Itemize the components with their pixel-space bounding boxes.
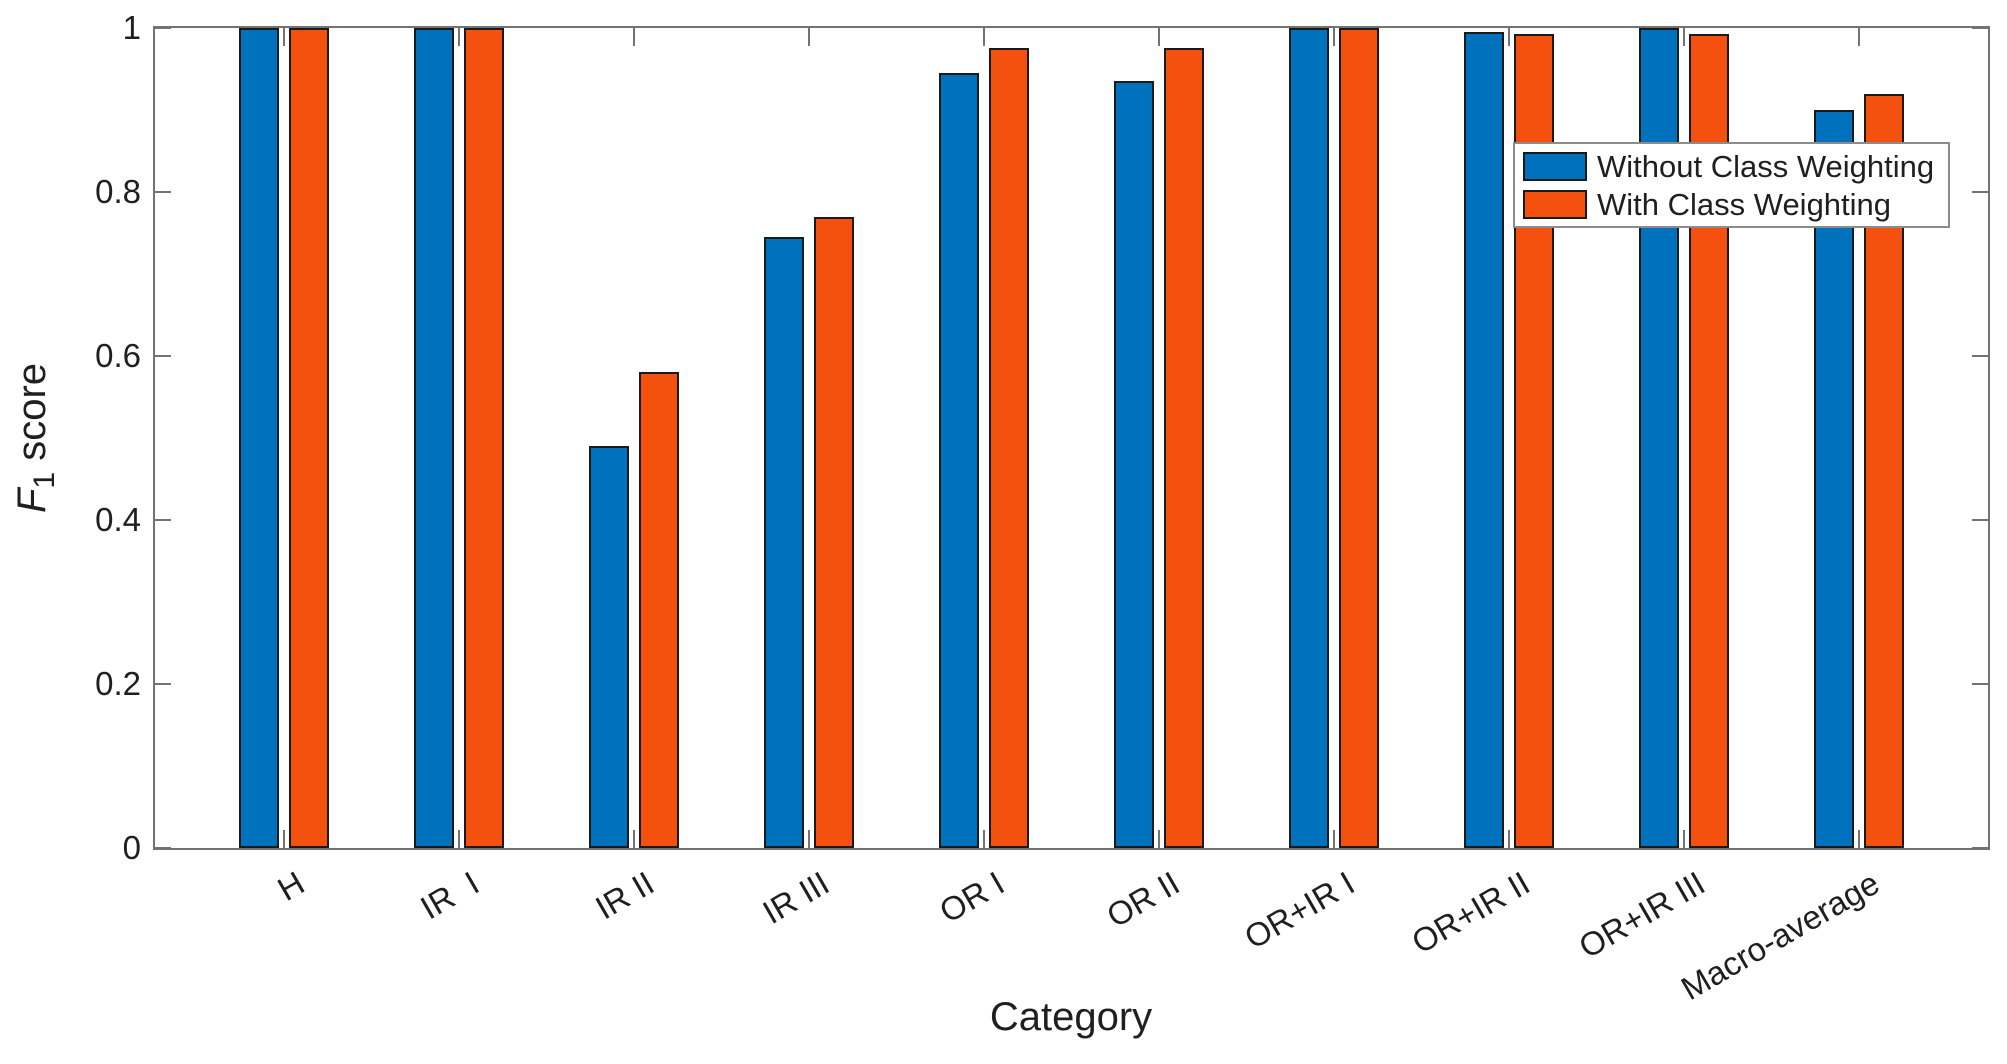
bar xyxy=(414,28,454,848)
x-tick-label: OR II xyxy=(1100,864,1186,935)
category-tick-bottom xyxy=(633,830,635,848)
y-tick-left xyxy=(155,355,171,357)
category-tick-bottom xyxy=(1683,830,1685,848)
category-tick-top xyxy=(1333,28,1335,46)
y-tick-left xyxy=(155,519,171,521)
category-tick-bottom xyxy=(458,830,460,848)
y-tick-left xyxy=(155,191,171,193)
bar xyxy=(1114,81,1154,848)
category-tick-bottom xyxy=(283,830,285,848)
legend-label: With Class Weighting xyxy=(1597,186,1892,222)
y-tick-label: 1 xyxy=(122,9,141,46)
bar xyxy=(764,237,804,848)
bar xyxy=(814,217,854,848)
legend-row: Without Class Weighting xyxy=(1523,150,1940,183)
category-tick-top xyxy=(1683,28,1685,46)
y-tick-label: 0.6 xyxy=(95,337,141,374)
category-tick-bottom xyxy=(1158,830,1160,848)
x-tick-label: OR+IR III xyxy=(1572,864,1711,966)
y-axis-label-suffix: score xyxy=(10,362,54,472)
legend: Without Class Weighting With Class Weight… xyxy=(1513,142,1950,228)
bar xyxy=(1814,110,1854,848)
x-tick-label: IR I xyxy=(414,864,486,927)
x-tick-label: Macro-average xyxy=(1674,864,1886,1008)
x-tick-label: H xyxy=(271,864,311,908)
x-tick-label: OR+IR I xyxy=(1237,864,1361,957)
legend-swatch-blue xyxy=(1523,151,1587,181)
y-tick-right xyxy=(1972,847,1988,849)
y-tick-right xyxy=(1972,355,1988,357)
bar xyxy=(1339,28,1379,848)
bar xyxy=(1164,48,1204,848)
x-tick-label: OR+IR II xyxy=(1405,864,1536,961)
x-axis-label: Category xyxy=(989,995,1153,1039)
y-axis-label: F1 score xyxy=(10,363,62,513)
bar xyxy=(239,28,279,848)
category-tick-top xyxy=(458,28,460,46)
y-tick-label: 0.8 xyxy=(95,173,141,210)
bar xyxy=(464,28,504,848)
y-tick-left xyxy=(155,683,171,685)
legend-swatch-orange xyxy=(1523,189,1587,219)
x-tick-label: IR II xyxy=(589,864,661,927)
category-tick-top xyxy=(1508,28,1510,46)
bar xyxy=(289,28,329,848)
bar xyxy=(1464,32,1504,848)
legend-label: Without Class Weighting xyxy=(1597,148,1935,184)
category-tick-top xyxy=(808,28,810,46)
y-tick-left xyxy=(155,847,171,849)
bar xyxy=(589,446,629,848)
y-axis-label-subscript: 1 xyxy=(28,471,61,489)
y-tick-right xyxy=(1972,519,1988,521)
category-tick-bottom xyxy=(1508,830,1510,848)
bar xyxy=(939,73,979,848)
category-tick-top xyxy=(283,28,285,46)
category-tick-bottom xyxy=(983,830,985,848)
y-tick-right xyxy=(1972,683,1988,685)
y-tick-label: 0 xyxy=(122,829,141,866)
category-tick-top xyxy=(983,28,985,46)
category-tick-top xyxy=(1158,28,1160,46)
bar xyxy=(639,372,679,848)
category-tick-bottom xyxy=(1333,830,1335,848)
y-tick-right xyxy=(1972,191,1988,193)
y-tick-left xyxy=(155,27,171,29)
bar xyxy=(1289,28,1329,848)
y-tick-right xyxy=(1972,27,1988,29)
y-tick-label: 0.4 xyxy=(95,501,141,538)
y-tick-label: 0.2 xyxy=(95,665,141,702)
category-tick-bottom xyxy=(1858,830,1860,848)
bar xyxy=(989,48,1029,848)
category-tick-top xyxy=(1858,28,1860,46)
category-tick-bottom xyxy=(808,830,810,848)
x-tick-label: OR I xyxy=(933,864,1011,930)
x-tick-label: IR III xyxy=(756,864,836,931)
category-tick-top xyxy=(633,28,635,46)
legend-row: With Class Weighting xyxy=(1523,188,1940,221)
